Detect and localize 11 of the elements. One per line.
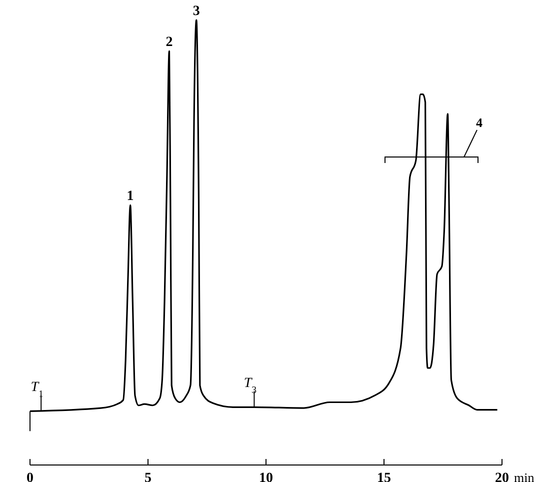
x-tick-label: 0 [26,471,34,482]
annotation: 1 [126,189,134,204]
x-axis-title: min [514,470,535,482]
annotation: 3 [192,4,200,19]
annotation: 2 [166,35,173,50]
x-tick-label: 15 [377,471,391,482]
annotation: T$_{3}$ [244,376,257,396]
x-tick-label: 20 [495,471,509,482]
x-tick-label: 10 [259,471,273,482]
annotation: 4 [476,115,483,130]
x-tick-label: 5 [144,471,152,482]
